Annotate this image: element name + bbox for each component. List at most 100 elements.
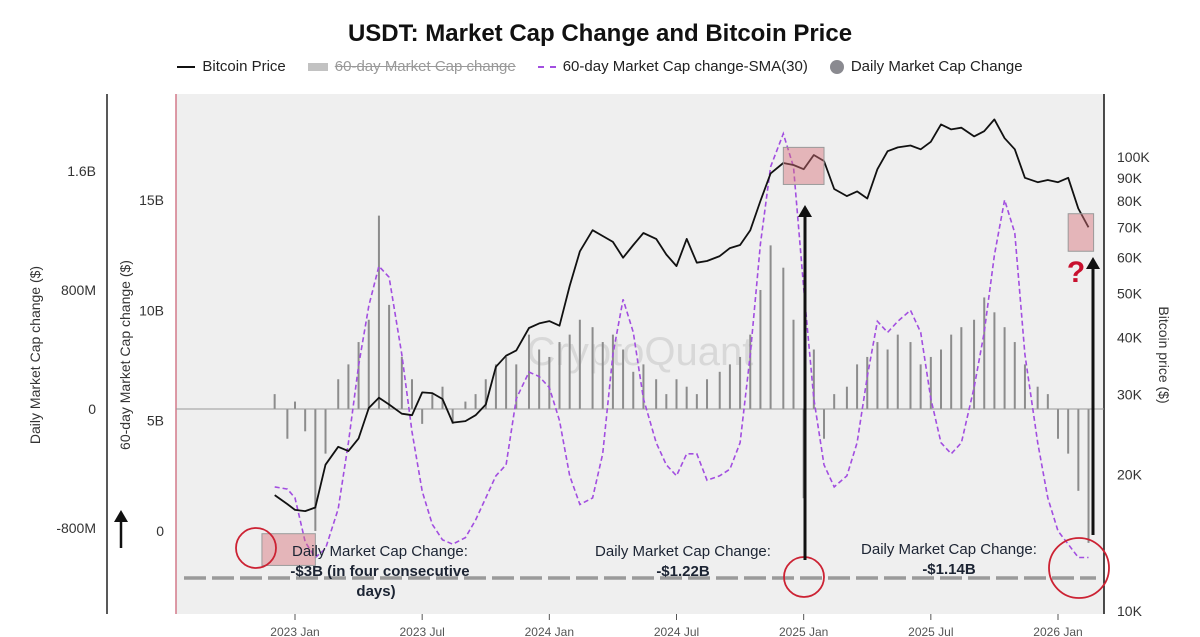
daily-bar [304, 409, 307, 432]
daily-bar [1003, 327, 1006, 409]
daily-bar [538, 349, 541, 409]
daily-bar [929, 356, 932, 409]
axis-ticks: 2023 Jan 2023 Jul 2024 Jan 2024 Jul 2025 Jan… [56, 149, 1150, 637]
chart-title: USDT: Market Cap Change and Bitcoin Pric… [347, 20, 853, 47]
btc-tick-label: 30K [1117, 386, 1143, 402]
up-arrow-2026 [1086, 257, 1100, 535]
mc60-tick-label: 10B [139, 302, 164, 318]
btc-tick-label: 60K [1117, 250, 1143, 266]
daily-bar [601, 342, 604, 409]
daily-bar [909, 342, 912, 409]
legend-sma[interactable]: 60-day Market Cap change-SMA(30) [537, 58, 808, 75]
legend-daily-swatch [829, 59, 844, 74]
btc-series [274, 118, 1090, 512]
annotations: ? Daily Market Cap Change: -$3B (in four c… [184, 205, 1110, 600]
daily-tick-label: 800M [61, 282, 96, 298]
daily-bar [856, 364, 859, 409]
mc60-tick-label: 15B [139, 192, 164, 208]
daily-bar [1057, 409, 1059, 439]
daily-bar [1046, 394, 1049, 409]
daily-bar [611, 334, 614, 409]
daily-bar [739, 356, 742, 409]
daily-bar [812, 349, 815, 409]
daily-bar [441, 386, 444, 409]
daily-bar [759, 290, 762, 409]
daily-bar [950, 334, 953, 409]
up-arrow-2025-head [798, 205, 812, 217]
daily-bar [421, 409, 424, 424]
mc60-tick-label: 5B [147, 413, 164, 429]
daily-bar [464, 401, 467, 409]
daily-bar [1036, 386, 1039, 409]
daily-bar [695, 394, 698, 409]
daily-bar [484, 379, 487, 409]
red-circle-2022 [235, 527, 277, 569]
daily-bar [1023, 364, 1026, 409]
x-tick-label: 2023 Jul [399, 625, 444, 637]
daily-bar [632, 371, 635, 409]
daily-bar [286, 409, 289, 439]
plot-area [176, 94, 1104, 614]
legend-btc[interactable]: Bitcoin Price [177, 58, 286, 75]
daily-bar [568, 334, 571, 409]
daily-bar [410, 379, 413, 409]
daily-bar [1013, 342, 1016, 409]
annotation-2-value: -$1.22B [656, 563, 710, 580]
daily-bar [388, 304, 391, 409]
daily-bar [896, 334, 899, 409]
btc-tick-label: 10K [1117, 603, 1143, 619]
annotation-3-value: -$1.14B [922, 561, 976, 578]
annotation-1-value: -$3B (in four consecutive [290, 563, 469, 580]
watermark: CryptoQuant [527, 330, 754, 374]
daily-axis-title: Daily Market Cap change ($) [27, 266, 43, 444]
daily-bar [357, 342, 360, 409]
daily-bar [578, 319, 581, 409]
mc60-axis-title: 60-day Market Cap change ($) [117, 260, 133, 450]
legend: Bitcoin Price 60-day Market Cap change 6… [0, 58, 1200, 75]
legend-daily-label: Daily Market Cap Change [850, 58, 1023, 75]
daily-bar [769, 245, 772, 409]
annotation-1-label: Daily Market Cap Change: [292, 543, 468, 560]
annotation-1-value2: days) [356, 583, 395, 600]
daily-bar [845, 386, 848, 409]
daily-bar [474, 394, 477, 409]
daily-bar [792, 319, 795, 409]
daily-bar [919, 364, 922, 409]
daily-tick-label: 0 [88, 401, 96, 417]
daily-bar [675, 379, 678, 409]
daily-bar [1077, 409, 1080, 491]
daily-tick-label: -800M [56, 520, 96, 536]
daily-bar [431, 394, 434, 409]
legend-mc60[interactable]: 60-day Market Cap change [307, 58, 516, 75]
daily-bar [749, 334, 752, 409]
highlight-box-2026 [1067, 213, 1095, 252]
up-arrow-2026-head [1086, 257, 1100, 269]
daily-bar [347, 364, 350, 409]
legend-sma-swatch [537, 65, 556, 68]
legend-daily[interactable]: Daily Market Cap Change [829, 58, 1023, 75]
x-tick-label: 2026 Jan [1033, 625, 1082, 637]
daily-bar [886, 349, 889, 409]
daily-bar [515, 364, 518, 409]
btc-tick-label: 70K [1117, 219, 1143, 235]
btc-price-line [274, 118, 1090, 512]
daily-bar [833, 394, 836, 409]
sma-series [274, 131, 1089, 559]
daily-bar [718, 371, 721, 409]
daily-bar [1087, 409, 1090, 543]
annotation-2-label: Daily Market Cap Change: [595, 543, 771, 560]
daily-bar [960, 327, 963, 409]
daily-bar [324, 409, 327, 454]
daily-bar [273, 394, 276, 409]
daily-bar [940, 349, 943, 409]
daily-bar [622, 349, 625, 409]
mc60-tick-label: 0 [156, 523, 164, 539]
btc-axis-title: Bitcoin price ($) [1156, 306, 1172, 403]
daily-bar [782, 267, 785, 409]
btc-tick-label: 40K [1117, 330, 1143, 346]
daily-bar [314, 409, 317, 531]
daily-bar [505, 356, 508, 409]
daily-bar [973, 319, 976, 409]
daily-bar [558, 342, 561, 409]
